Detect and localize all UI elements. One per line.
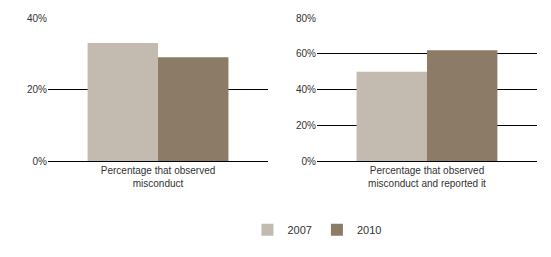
svg-text:40%: 40%: [296, 84, 316, 95]
svg-text:20%: 20%: [27, 84, 47, 95]
svg-text:0%: 0%: [301, 156, 316, 167]
svg-text:0%: 0%: [33, 156, 48, 167]
svg-text:60%: 60%: [296, 48, 316, 59]
svg-text:2010: 2010: [357, 224, 381, 236]
svg-text:Percentage that observedmiscon: Percentage that observedmisconduct: [101, 165, 216, 189]
svg-text:20%: 20%: [296, 120, 316, 131]
svg-text:40%: 40%: [27, 13, 47, 24]
svg-text:2007: 2007: [287, 224, 311, 236]
svg-text:Percentage that observedmiscon: Percentage that observedmisconduct and r…: [368, 165, 486, 189]
svg-text:80%: 80%: [296, 13, 316, 24]
